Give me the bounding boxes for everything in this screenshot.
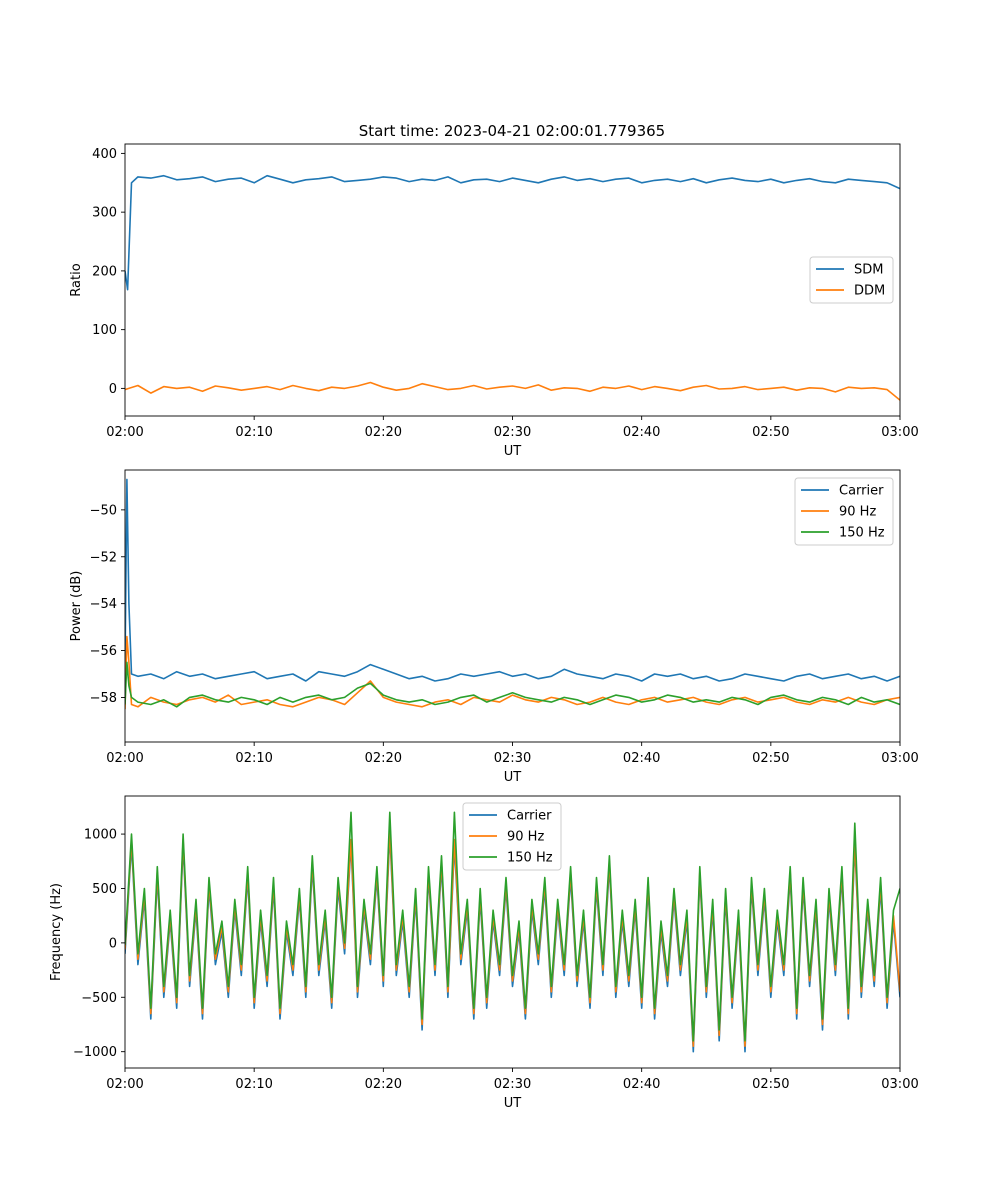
series-line-sdm	[125, 174, 900, 291]
x-tick-label: 02:20	[365, 1077, 402, 1092]
chart-panel-3: 02:00 02:10 02:20 02:30 02:40 02:50 03:00 UT 100…	[49, 795, 919, 1111]
x-tick-label: 02:50	[752, 751, 789, 766]
legend-label: DDM	[854, 284, 885, 299]
x-tick-label: 02:10	[235, 751, 272, 766]
x-tick-label: 02:10	[235, 425, 272, 440]
x-tick-label: 02:40	[623, 1077, 660, 1092]
y-tick-label: −56	[90, 644, 117, 659]
y-tick-label: 100	[92, 323, 117, 338]
x-tick-label: 02:40	[623, 425, 660, 440]
figure-title: Start time: 2023-04-21 02:00:01.779365	[359, 122, 665, 140]
x-tick-label: 02:40	[623, 751, 660, 766]
y-tick-label: −50	[90, 503, 117, 518]
panels: 02:00 02:10 02:20 02:30 02:40 02:50 03:00 UT 0 10…	[49, 143, 919, 1111]
series-line-150-hz	[125, 661, 900, 708]
series-line-ddm	[125, 381, 900, 401]
y-tick-label: 200	[92, 264, 117, 279]
legend-label: Carrier	[507, 809, 552, 824]
x-axis-label: UT	[504, 444, 522, 459]
y-tick-label: −52	[90, 550, 117, 565]
x-tick-label: 03:00	[881, 1077, 918, 1092]
y-tick-label: 300	[92, 206, 117, 221]
x-tick-label: 02:00	[106, 751, 143, 766]
y-tick-label: −54	[90, 597, 117, 612]
x-tick-label: 03:00	[881, 425, 918, 440]
chart-panel-2: 02:00 02:10 02:20 02:30 02:40 02:50 03:00 UT −50…	[69, 469, 919, 785]
x-tick-label: 02:50	[752, 1077, 789, 1092]
x-tick-label: 02:20	[365, 751, 402, 766]
x-tick-label: 03:00	[881, 751, 918, 766]
y-tick-label: 0	[109, 382, 117, 397]
x-tick-label: 02:00	[106, 425, 143, 440]
legend: Carrier 90 Hz 150 Hz	[794, 477, 894, 546]
x-tick-label: 02:30	[494, 425, 531, 440]
legend-box	[462, 802, 562, 871]
x-axis-label: UT	[504, 1096, 522, 1111]
y-tick-label: 0	[109, 936, 117, 951]
y-axis-label: Ratio	[69, 263, 84, 296]
x-tick-label: 02:10	[235, 1077, 272, 1092]
y-tick-label: 1000	[84, 828, 117, 843]
legend-label: 90 Hz	[507, 830, 544, 845]
x-tick-label: 02:50	[752, 425, 789, 440]
legend: SDM DDM	[809, 256, 894, 304]
chart-panel-1: 02:00 02:10 02:20 02:30 02:40 02:50 03:00 UT 0 10…	[69, 143, 919, 459]
y-axis-label: Frequency (Hz)	[49, 883, 64, 981]
x-tick-label: 02:20	[365, 425, 402, 440]
series-line-90-hz	[125, 827, 900, 1047]
x-axis-label: UT	[504, 770, 522, 785]
legend-label: 150 Hz	[507, 851, 553, 866]
series-line-150-hz	[125, 811, 900, 1042]
legend-label: SDM	[854, 263, 883, 278]
x-tick-label: 02:30	[494, 1077, 531, 1092]
x-tick-label: 02:30	[494, 751, 531, 766]
y-tick-label: −1000	[73, 1045, 117, 1060]
series-line-carrier	[125, 833, 900, 1053]
legend-box	[794, 477, 894, 546]
legend: Carrier 90 Hz 150 Hz	[462, 802, 562, 871]
y-axis-label: Power (dB)	[69, 571, 84, 642]
y-tick-label: 500	[92, 882, 117, 897]
series-line-carrier	[125, 478, 900, 682]
y-tick-label: 400	[92, 147, 117, 162]
y-tick-label: −58	[90, 691, 117, 706]
y-tick-label: −500	[81, 991, 117, 1006]
x-tick-label: 02:00	[106, 1077, 143, 1092]
legend-label: 90 Hz	[839, 505, 876, 520]
legend-label: 150 Hz	[839, 526, 885, 541]
legend-label: Carrier	[839, 484, 884, 499]
